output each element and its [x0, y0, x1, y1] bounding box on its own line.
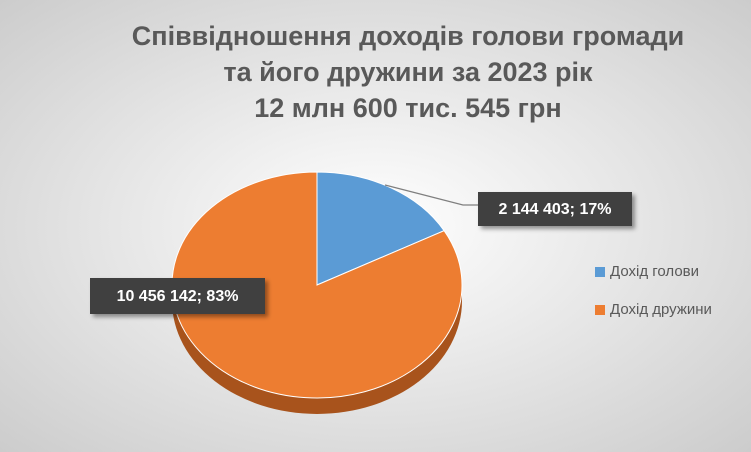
pie: [171, 171, 463, 414]
legend-swatch: [595, 305, 605, 315]
pie-slice: [316, 171, 445, 286]
leader-line: [384, 184, 478, 206]
labels: 2 144 403; 17% 10 456 142; 83%: [90, 184, 632, 314]
label-box: [478, 192, 632, 226]
chart-title: Співвідношення доходів голови громади: [132, 21, 684, 51]
label-box: [90, 278, 265, 314]
data-label: 2 144 403; 17%: [499, 201, 612, 218]
legend: Дохід голови Дохід дружини: [595, 263, 712, 318]
legend-swatch: [595, 267, 605, 277]
pie-slice: [171, 171, 463, 399]
chart-title: та його дружини за 2023 рік: [223, 57, 593, 87]
legend-label: Дохід голови: [610, 263, 699, 280]
legend-label: Дохід дружини: [610, 301, 712, 318]
chart-title: 12 млн 600 тис. 545 грн: [254, 93, 561, 123]
data-label: 10 456 142; 83%: [117, 288, 239, 305]
